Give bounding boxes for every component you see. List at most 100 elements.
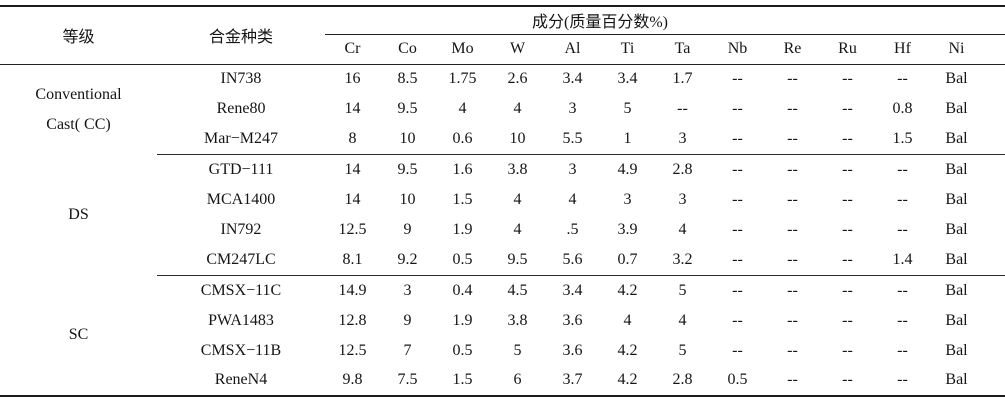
composition-value-cell: 4.2 (600, 274, 655, 306)
composition-value-cell: Bal (945, 100, 968, 118)
grade-cell: Conventional Cast( CC) (0, 64, 157, 155)
alloy-name-cell: IN738 (220, 70, 262, 88)
composition-value-cell: 4 (678, 311, 687, 329)
alloy-column-header: 合金种类 (157, 6, 325, 65)
composition-value-cell: -- (897, 190, 908, 208)
composition-value-cell: 9 (403, 221, 412, 239)
composition-value-cell: 3 (678, 190, 687, 208)
composition-value-cell: 3 (545, 154, 600, 185)
composition-value-cell: 0.6 (452, 130, 473, 148)
alloy-name-cell: Rene80 (216, 100, 266, 118)
alloy-name-cell: ReneN4 (214, 371, 268, 389)
composition-value-cell: 0.5 (727, 371, 748, 389)
composition-value-cell: -- (897, 371, 908, 389)
composition-value-cell: 5 (655, 274, 710, 306)
composition-value-cell: 1.75 (448, 70, 477, 88)
composition-value-cell: 3.6 (562, 341, 583, 359)
element-column-header: Al (545, 34, 600, 65)
composition-value-cell: 1.5 (452, 190, 473, 208)
composition-value-cell: 14 (344, 100, 361, 118)
table-row: DS GTD−111 14 9.5 1.6 3.8 3 4.9 2.8 -- -- -- -- Bal (0, 154, 1005, 223)
composition-value-cell: Bal (930, 154, 1005, 185)
composition-value-cell: -- (820, 154, 875, 185)
alloy-name-cell: MCA1400 (206, 190, 276, 208)
element-column-header: Co (380, 34, 435, 65)
composition-value-cell: Bal (945, 311, 968, 329)
composition-value-cell: 4 (513, 221, 522, 239)
alloy-name-cell: IN792 (220, 221, 262, 239)
composition-value-cell: 9.5 (507, 250, 528, 268)
composition-value-cell: Bal (945, 190, 968, 208)
composition-value-cell: 7 (403, 341, 412, 359)
composition-value-cell: -- (820, 274, 875, 306)
composition-value-cell: 2.6 (507, 70, 528, 88)
composition-group-header: 成分(质量百分数%) (325, 6, 1005, 35)
composition-value-cell: -- (897, 70, 908, 88)
composition-value-cell: 9.2 (397, 250, 418, 268)
composition-value-cell: -- (842, 190, 853, 208)
table-row: SC CMSX−11C 14.9 3 0.4 4.5 3.4 4.2 5 -- -- -- -- Bal (0, 274, 1005, 343)
element-column-header: Cr (325, 34, 380, 65)
composition-value-cell: Bal (945, 250, 968, 268)
composition-value-cell: Bal (945, 70, 968, 88)
alloy-name-cell: Mar−M247 (204, 130, 278, 148)
composition-value-cell: -- (732, 221, 743, 239)
table-row: Conventional Cast( CC) IN738 16 8.5 1.75 2.6 3.… (0, 64, 1005, 132)
composition-value-cell: 12.5 (338, 341, 367, 359)
composition-value-cell: 8 (348, 130, 357, 148)
composition-value-cell: -- (732, 250, 743, 268)
composition-value-cell: -- (842, 70, 853, 88)
grade-label-line: DS (68, 205, 89, 223)
composition-value-cell: -- (842, 250, 853, 268)
composition-value-cell: 4.9 (600, 154, 655, 185)
composition-value-cell: 4.5 (490, 274, 545, 306)
composition-value-cell: -- (842, 341, 853, 359)
composition-value-cell: 4 (458, 100, 467, 118)
composition-value-cell: -- (787, 250, 798, 268)
table-row: Mar−M247 8 10 0.6 10 5.5 1 3 -- -- -- 1.5 Bal (0, 124, 1005, 154)
composition-value-cell: -- (732, 100, 743, 118)
composition-value-cell: 3.2 (672, 250, 693, 268)
composition-value-cell: 1 (623, 130, 632, 148)
composition-value-cell: -- (732, 130, 743, 148)
composition-value-cell: Bal (945, 221, 968, 239)
composition-value-cell: 3.6 (562, 311, 583, 329)
composition-value-cell: -- (787, 221, 798, 239)
composition-value-cell: 9.5 (380, 154, 435, 185)
table-row: Rene80 14 9.5 4 4 3 5 -- -- -- -- 0.8 Bal (0, 94, 1005, 124)
composition-value-cell: 3 (380, 274, 435, 306)
composition-value-cell: 3 (568, 100, 577, 118)
composition-value-cell: -- (732, 70, 743, 88)
grade-cell: SC (0, 275, 157, 396)
element-column-header: Hf (875, 34, 930, 65)
table-row: ReneN4 9.8 7.5 1.5 6 3.7 4.2 2.8 0.5 -- -- -- Bal (0, 366, 1005, 396)
composition-value-cell: -- (787, 311, 798, 329)
composition-value-cell: 1.6 (435, 154, 490, 185)
composition-value-cell: -- (842, 221, 853, 239)
composition-value-cell: 10 (399, 130, 416, 148)
composition-value-cell: -- (875, 274, 930, 306)
composition-value-cell: -- (787, 70, 798, 88)
element-header-row: Cr Co Mo W Al Ti Ta Nb Re Ru Hf Ni (0, 34, 1005, 65)
composition-value-cell: 3.7 (562, 371, 583, 389)
grade-column-header: 等级 (0, 6, 157, 65)
composition-value-cell: -- (787, 130, 798, 148)
composition-value-cell: -- (842, 130, 853, 148)
composition-value-cell: 0.8 (892, 100, 913, 118)
alloy-composition-table: 等级 合金种类 成分(质量百分数%) Cr Co Mo W Al Ti Ta Nb Re Ru Hf… (0, 5, 1005, 398)
element-column-header: Nb (710, 34, 765, 65)
alloy-name-cell: GTD−111 (157, 154, 325, 185)
composition-value-cell: 4 (678, 221, 687, 239)
composition-value-cell: 4 (568, 190, 577, 208)
composition-value-cell: Bal (945, 130, 968, 148)
composition-value-cell: 14 (344, 190, 361, 208)
composition-value-cell: Bal (945, 371, 968, 389)
composition-value-cell: 10 (509, 130, 526, 148)
composition-value-cell: -- (765, 154, 820, 185)
table-row: CM247LC 8.1 9.2 0.5 9.5 5.6 0.7 3.2 -- -- -- 1.4 Bal (0, 245, 1005, 275)
element-column-header: W (490, 34, 545, 65)
composition-value-cell: -- (677, 100, 688, 118)
composition-value-cell: 3 (623, 190, 632, 208)
composition-value-cell: 5 (513, 341, 522, 359)
composition-value-cell: 5 (678, 341, 687, 359)
